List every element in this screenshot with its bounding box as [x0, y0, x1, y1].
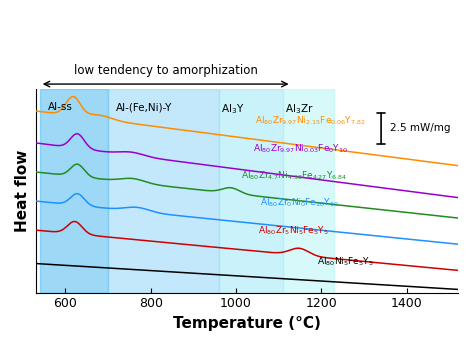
Text: Al$_3$Y: Al$_3$Y: [221, 102, 245, 116]
Text: low tendency to amorphization: low tendency to amorphization: [74, 64, 257, 77]
Text: Al$_{80}$Zr$_{4.7}$Ni$_{4.39}$Fe$_{4.27}$Y$_{6.84}$: Al$_{80}$Zr$_{4.7}$Ni$_{4.39}$Fe$_{4.27}…: [241, 169, 347, 182]
Bar: [283, 89, 334, 293]
Text: Al$_{80}$Zr$_{0}$Ni$_{0}$Fe$_{10}$Y$_{10}$: Al$_{80}$Zr$_{0}$Ni$_{0}$Fe$_{10}$Y$_{10…: [259, 197, 338, 209]
Bar: [108, 89, 219, 293]
Text: 2.5 mW/mg: 2.5 mW/mg: [390, 124, 450, 134]
Text: Al$_{80}$Ni$_{5}$Fe$_{5}$Y$_{5}$: Al$_{80}$Ni$_{5}$Fe$_{5}$Y$_{5}$: [317, 256, 374, 268]
Text: Al-ss: Al-ss: [48, 102, 73, 112]
Bar: [40, 89, 108, 293]
Text: Al$_{80}$Zr$_{5}$Ni$_{5}$Fe$_{5}$Y$_{5}$: Al$_{80}$Zr$_{5}$Ni$_{5}$Fe$_{5}$Y$_{5}$: [258, 225, 329, 237]
Text: Al$_{80}$Zr$_{9.97}$Ni$_{0.03}$Fe$_{0}$Y$_{10}$: Al$_{80}$Zr$_{9.97}$Ni$_{0.03}$Fe$_{0}$Y…: [253, 143, 348, 155]
X-axis label: Temperature (°C): Temperature (°C): [173, 316, 320, 331]
Text: Al$_{80}$Zr$_{9.97}$Ni$_{2.15}$Fe$_{0.06}$Y$_{7.82}$: Al$_{80}$Zr$_{9.97}$Ni$_{2.15}$Fe$_{0.06…: [255, 115, 366, 127]
Text: Al$_3$Zr: Al$_3$Zr: [285, 102, 314, 116]
Y-axis label: Heat flow: Heat flow: [15, 150, 30, 232]
Text: Al-(Fe,Ni)-Y: Al-(Fe,Ni)-Y: [116, 102, 172, 112]
Bar: [219, 89, 283, 293]
